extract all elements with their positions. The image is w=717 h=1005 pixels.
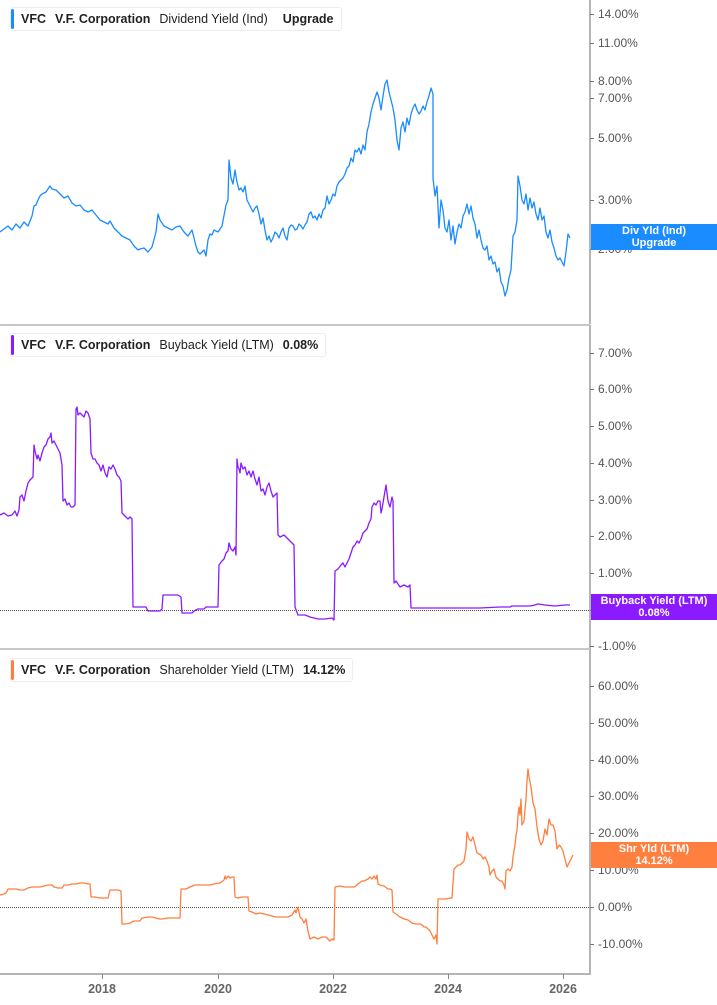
legend-metric: Dividend Yield (Ind) [159, 12, 268, 26]
legend-company: V.F. Corporation [55, 338, 151, 352]
xtick-label-2022: 2022 [319, 982, 347, 996]
legend-metric: Shareholder Yield (LTM) [159, 663, 294, 677]
ytick-mark [590, 723, 594, 724]
ytick-label: 50.00% [598, 716, 639, 730]
shareholder-yield-current-badge: Shr Yld (LTM) 14.12% [591, 842, 717, 868]
x-axis-line [0, 973, 591, 975]
buyback-yield-current-badge: Buyback Yield (LTM) 0.08% [591, 594, 717, 620]
dividend-yield-legend: VFC V.F. Corporation Dividend Yield (Ind… [10, 7, 342, 31]
buyback-yield-line [0, 406, 570, 621]
ytick-mark [590, 573, 594, 574]
y-axis-line [589, 325, 591, 649]
ytick-label: 60.00% [598, 679, 639, 693]
xtick-mark [218, 974, 219, 979]
ytick-label: 1.00% [598, 566, 633, 580]
ytick-label: 4.00% [598, 456, 633, 470]
badge-value: 14.12% [635, 855, 673, 867]
zero-line [0, 610, 589, 611]
legend-color-bar [11, 660, 14, 680]
ytick-mark [590, 500, 594, 501]
ytick-label: 5.00% [598, 131, 633, 145]
xtick-mark [333, 974, 334, 979]
ytick-mark [590, 907, 594, 908]
ytick-label: 0.00% [598, 900, 633, 914]
legend-metric: Buyback Yield (LTM) [159, 338, 274, 352]
xtick-mark [448, 974, 449, 979]
xtick-label-2018: 2018 [88, 982, 116, 996]
badge-label: Buyback Yield (LTM) [600, 595, 708, 607]
panel-divider [0, 324, 590, 326]
shareholder-yield-panel: VFC V.F. Corporation Shareholder Yield (… [0, 649, 717, 973]
badge-value: 0.08% [638, 607, 670, 619]
ytick-mark [590, 98, 594, 99]
legend-company: V.F. Corporation [55, 663, 151, 677]
ytick-mark [590, 760, 594, 761]
ytick-mark [590, 138, 594, 139]
ytick-label: 40.00% [598, 753, 639, 767]
ytick-label: -10.00% [598, 937, 643, 951]
legend-value: 0.08% [282, 338, 319, 352]
ytick-mark [590, 389, 594, 390]
ytick-label: -1.00% [598, 639, 637, 653]
legend-value-upgrade[interactable]: Upgrade [282, 12, 334, 26]
legend-color-bar [11, 9, 14, 29]
ytick-mark [590, 796, 594, 797]
ytick-mark [590, 200, 594, 201]
y-axis-line [589, 0, 591, 324]
panel-divider [0, 648, 590, 650]
dividend-yield-line [0, 79, 571, 297]
dividend-yield-current-badge: Div Yld (Ind) Upgrade [591, 224, 717, 250]
ytick-mark [590, 14, 594, 15]
ytick-mark [590, 833, 594, 834]
shareholder-yield-line [0, 768, 574, 945]
legend-color-bar [11, 335, 14, 355]
buyback-yield-panel: VFC V.F. Corporation Buyback Yield (LTM)… [0, 325, 717, 653]
badge-label: Shr Yld (LTM) [618, 843, 690, 855]
ytick-mark [590, 463, 594, 464]
legend-ticker: VFC [21, 338, 46, 352]
xtick-label-2026: 2026 [549, 982, 577, 996]
ytick-mark [590, 426, 594, 427]
legend-ticker: VFC [21, 663, 46, 677]
ytick-label: 3.00% [598, 193, 633, 207]
ytick-label: 20.00% [598, 826, 639, 840]
legend-ticker: VFC [21, 12, 46, 26]
ytick-mark [590, 536, 594, 537]
shareholder-yield-legend: VFC V.F. Corporation Shareholder Yield (… [10, 658, 354, 682]
ytick-label: 30.00% [598, 789, 639, 803]
ytick-label: 6.00% [598, 382, 633, 396]
ytick-label: 2.00% [598, 529, 633, 543]
ytick-mark [590, 870, 594, 871]
ytick-mark [590, 353, 594, 354]
dividend-yield-panel: VFC V.F. Corporation Dividend Yield (Ind… [0, 0, 717, 324]
ytick-mark [590, 646, 594, 647]
ytick-mark [590, 81, 594, 82]
xtick-label-2020: 2020 [204, 982, 232, 996]
xtick-mark [563, 974, 564, 979]
buyback-yield-legend: VFC V.F. Corporation Buyback Yield (LTM)… [10, 333, 327, 357]
badge-value: Upgrade [631, 237, 677, 249]
xtick-mark [102, 974, 103, 979]
ytick-label: 3.00% [598, 493, 633, 507]
ytick-mark [590, 944, 594, 945]
ytick-label: 7.00% [598, 91, 633, 105]
zero-line [0, 907, 589, 908]
legend-value: 14.12% [302, 663, 346, 677]
ytick-label: 7.00% [598, 346, 633, 360]
ytick-label: 11.00% [598, 36, 638, 50]
ytick-mark [590, 686, 594, 687]
ytick-mark [590, 43, 594, 44]
xtick-label-2024: 2024 [434, 982, 462, 996]
ytick-label: 8.00% [598, 74, 633, 88]
badge-label: Div Yld (Ind) [622, 225, 686, 237]
y-axis-line [589, 649, 591, 973]
ytick-label: 14.00% [598, 7, 639, 21]
ytick-label: 5.00% [598, 419, 633, 433]
legend-company: V.F. Corporation [55, 12, 151, 26]
